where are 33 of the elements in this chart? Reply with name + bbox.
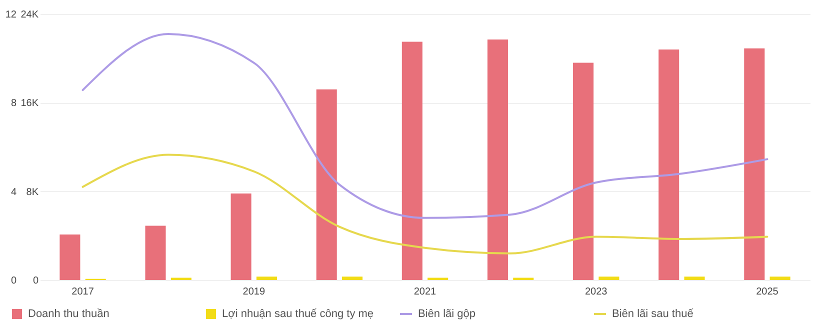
x-tick-label: 2023: [584, 286, 608, 298]
y2-tick-label: 8: [10, 98, 17, 110]
bar: [316, 89, 337, 280]
bar: [145, 226, 166, 280]
bar: [658, 49, 680, 280]
line-series: [82, 154, 768, 254]
bar: [770, 276, 790, 280]
y2-tick-label: 0: [10, 276, 17, 286]
bar: [256, 276, 277, 280]
bar: [342, 276, 363, 280]
x-tick-label: 2017: [72, 286, 94, 298]
line-series: [82, 32, 768, 219]
bar: [60, 234, 80, 280]
bar: [487, 39, 508, 280]
legend-label: Biên lãi sau thuế: [612, 308, 694, 320]
x-tick-label: 2021: [414, 286, 437, 298]
y-tick-label: 16K: [20, 98, 39, 110]
legend-label: Biên lãi gộp: [418, 308, 476, 320]
y-tick-label: 24K: [20, 10, 39, 20]
legend-label: Doanh thu thuần: [28, 308, 110, 320]
bar: [598, 276, 620, 280]
bar: [230, 194, 252, 280]
y-tick-label: 8K: [26, 186, 39, 198]
x-tick-label: 2025: [756, 286, 779, 298]
y2-tick-label: 12: [5, 10, 17, 20]
y2-tick-label: 4: [10, 186, 17, 198]
x-tick-label: 2019: [242, 286, 266, 298]
y-tick-label: 0: [32, 276, 39, 286]
legend-label: Lợi nhuận sau thuế công ty mẹ: [222, 308, 374, 320]
bar: [684, 276, 705, 280]
bar: [402, 42, 422, 280]
bar: [744, 48, 765, 280]
bar: [573, 62, 594, 280]
